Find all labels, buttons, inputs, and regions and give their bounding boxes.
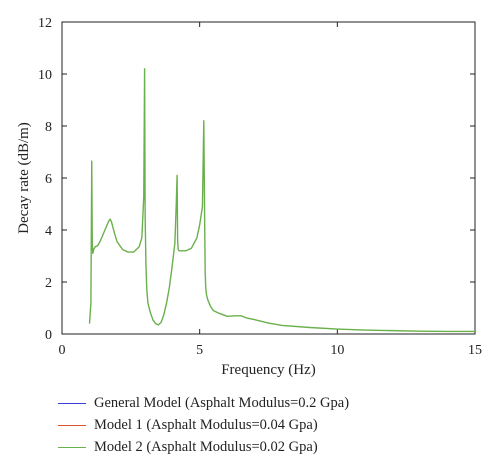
legend-label-general-model: General Model (Asphalt Modulus=0.2 Gpa) — [94, 394, 350, 411]
y-tick-label: 12 — [38, 16, 52, 31]
y-tick-label: 0 — [45, 328, 52, 343]
x-tick-label: 0 — [59, 343, 66, 358]
plot-area-frame — [61, 21, 476, 335]
y-tick-label: 10 — [38, 68, 52, 83]
series-line-2 — [88, 68, 475, 333]
legend: General Model (Asphalt Modulus=0.2 Gpa) … — [58, 392, 349, 458]
y-axis-label: Decay rate (dB/m) — [16, 122, 32, 234]
series-lines — [88, 68, 475, 333]
legend-label-model-2: Model 2 (Asphalt Modulus=0.02 Gpa) — [94, 438, 318, 455]
legend-swatch-model-1 — [58, 424, 86, 426]
legend-item-model-1: Model 1 (Asphalt Modulus=0.04 Gpa) — [58, 414, 349, 436]
x-tick-label: 15 — [468, 343, 482, 358]
axis-ticks: 0 5 10 15 0 2 4 6 8 10 12 — [38, 16, 482, 358]
x-axis-label: Frequency (Hz) — [221, 362, 316, 378]
legend-label-model-1: Model 1 (Asphalt Modulus=0.04 Gpa) — [94, 416, 318, 433]
legend-item-model-2: Model 2 (Asphalt Modulus=0.02 Gpa) — [58, 436, 349, 458]
legend-item-general-model: General Model (Asphalt Modulus=0.2 Gpa) — [58, 392, 349, 414]
y-tick-label: 8 — [45, 120, 52, 135]
y-tick-label: 2 — [45, 276, 52, 291]
legend-swatch-model-2 — [58, 446, 86, 448]
legend-swatch-general-model — [58, 402, 86, 404]
x-tick-label: 10 — [330, 343, 344, 358]
y-tick-label: 6 — [45, 172, 52, 187]
x-tick-label: 5 — [196, 343, 203, 358]
chart: 0 5 10 15 0 2 4 6 8 10 12 Frequency (Hz) Decay rat… — [16, 16, 482, 378]
y-tick-label: 4 — [45, 224, 52, 239]
